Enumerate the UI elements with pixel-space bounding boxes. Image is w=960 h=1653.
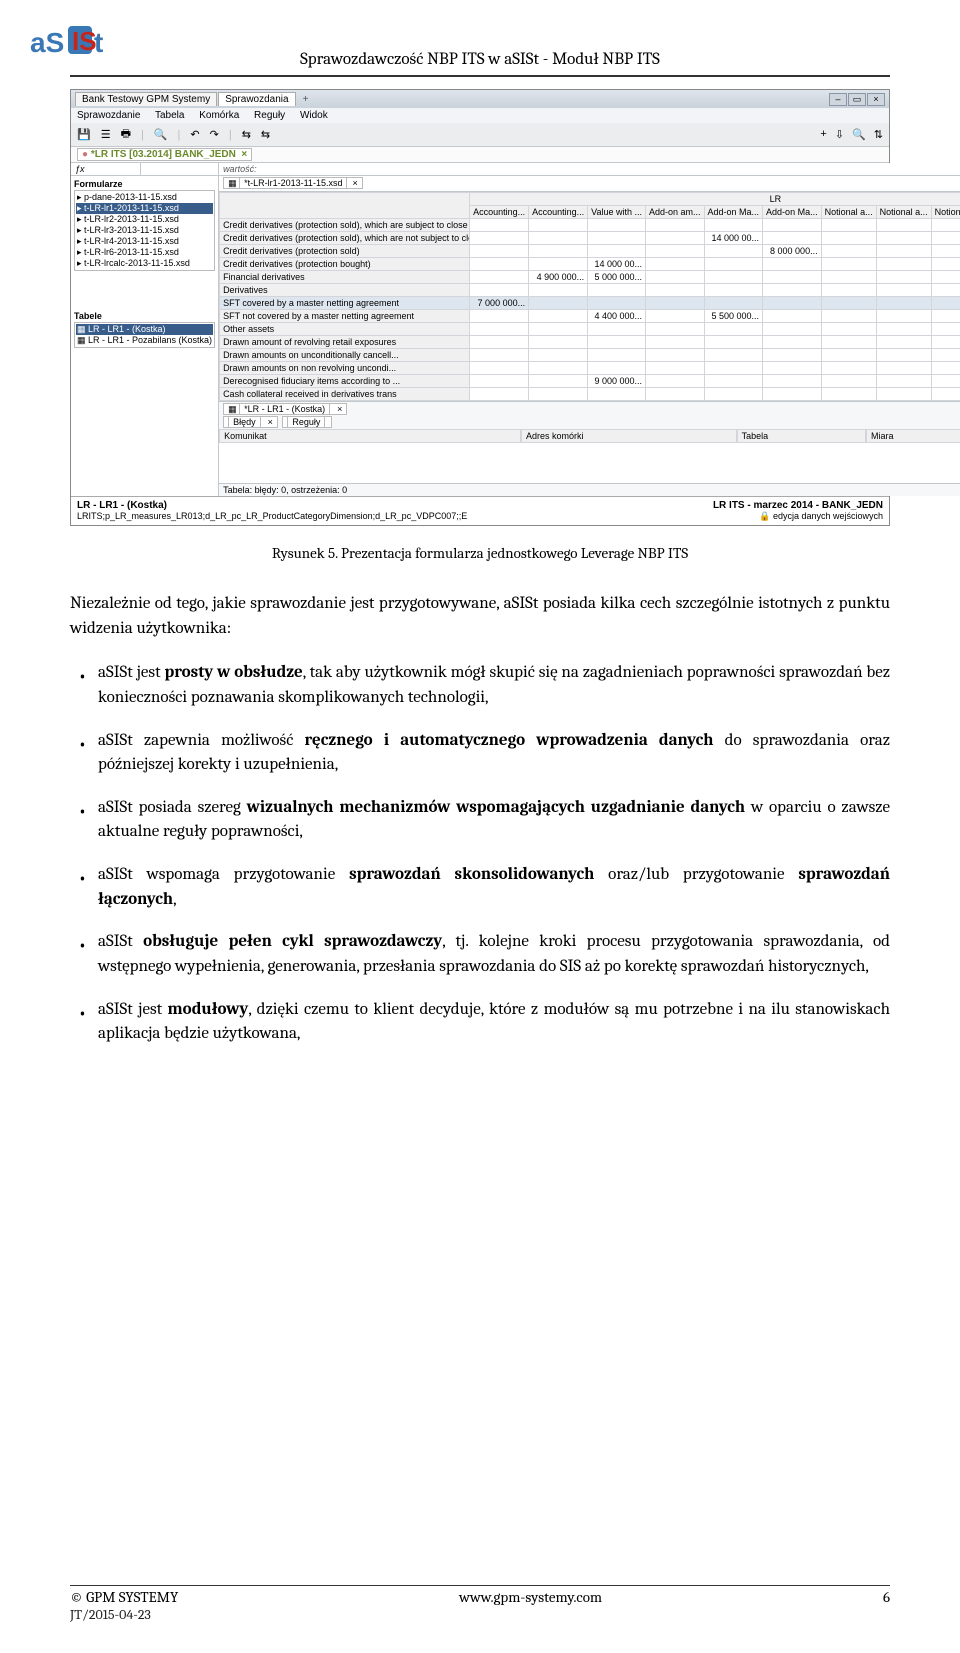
tabele-list: ▦ LR - LR1 - (Kostka)▦ LR - LR1 - Pozabi… bbox=[74, 322, 215, 348]
table-status: Tabela: błędy: 0, ostrzeżenia: 0 bbox=[219, 483, 960, 496]
lower-tab-bar: ▦ *LR - LR1 - (Kostka) × bbox=[219, 402, 960, 417]
close-button[interactable]: × bbox=[867, 93, 885, 106]
wartosc-label: wartość: bbox=[219, 163, 960, 175]
window-tab-1[interactable]: Sprawozdania bbox=[218, 92, 295, 106]
maximize-button[interactable]: ▭ bbox=[848, 93, 866, 106]
intro-paragraph: Niezależnie od tego, jakie sprawozdanie … bbox=[70, 592, 890, 641]
menu-komorka[interactable]: Komórka bbox=[199, 110, 239, 121]
tabele-item[interactable]: ▦ LR - LR1 - Pozabilans (Kostka) bbox=[76, 335, 213, 346]
grid-tab-bar: ▦ *t-LR-lr1-2013-11-15.xsd × bbox=[219, 176, 960, 192]
form-item[interactable]: ▸ t-LR-lr1-2013-11-15.xsd bbox=[76, 203, 213, 214]
menu-widok[interactable]: Widok bbox=[300, 110, 328, 121]
menu-reguly[interactable]: Reguły bbox=[254, 110, 285, 121]
data-grid[interactable]: LRAccounting...Accounting...Value with .… bbox=[219, 192, 960, 401]
window-tab-0[interactable]: Bank Testowy GPM Systemy bbox=[75, 92, 217, 106]
form-item[interactable]: ▸ t-LR-lr6-2013-11-15.xsd bbox=[76, 247, 213, 258]
lower-tab[interactable]: ▦ *LR - LR1 - (Kostka) × bbox=[223, 403, 347, 415]
svg-text:IS: IS bbox=[72, 26, 97, 56]
footer-page-number: 6 bbox=[883, 1588, 890, 1623]
toolbar: 💾 ☰ 🖶 | 🔍 | ↶ ↷ | ⇆ ⇆ + ⇩ 🔍 ⇅ bbox=[71, 123, 889, 147]
msg-col-header[interactable]: Miara bbox=[866, 429, 960, 443]
toolbar-redo-icon[interactable]: ↷ bbox=[210, 128, 219, 141]
tabele-item[interactable]: ▦ LR - LR1 - (Kostka) bbox=[76, 324, 213, 335]
status-right-2: 🔒 edycja danych wejściowych bbox=[713, 511, 883, 522]
toolbar-download-icon[interactable]: ⇩ bbox=[835, 128, 844, 141]
footer-sub: JT/2015-04-23 bbox=[70, 1606, 178, 1623]
status-bar: LR - LR1 - (Kostka) LRITS;p_LR_measures_… bbox=[71, 496, 889, 525]
toolbar-save-icon[interactable]: 💾 bbox=[77, 128, 91, 141]
fx-label: ƒx bbox=[71, 163, 141, 175]
toolbar-bars-icon[interactable]: ☰ bbox=[101, 128, 111, 141]
logo: aS IS t bbox=[30, 20, 140, 69]
msg-col-header[interactable]: Komunikat bbox=[219, 429, 521, 443]
toolbar-search2-icon[interactable]: 🔍 bbox=[852, 128, 866, 141]
page-footer: © GPM SYSTEMY JT/2015-04-23 www.gpm-syst… bbox=[70, 1585, 890, 1623]
formularze-list: ▸ p-dane-2013-11-15.xsd▸ t-LR-lr1-2013-1… bbox=[74, 190, 215, 271]
form-item[interactable]: ▸ t-LR-lrcalc-2013-11-15.xsd bbox=[76, 258, 213, 269]
toolbar-sort-icon[interactable]: ⇅ bbox=[874, 128, 883, 141]
toolbar-swap1-icon[interactable]: ⇆ bbox=[242, 128, 251, 141]
bullet-item: aSISt wspomaga przygotowanie sprawozdań … bbox=[70, 863, 890, 912]
document-tab[interactable]: ● *LR ITS [03.2014] BANK_JEDN × bbox=[77, 148, 252, 161]
toolbar-undo-icon[interactable]: ↶ bbox=[190, 128, 199, 141]
toolbar-swap2-icon[interactable]: ⇆ bbox=[261, 128, 270, 141]
titlebar: Bank Testowy GPM Systemy Sprawozdania + … bbox=[71, 90, 889, 108]
svg-text:aS: aS bbox=[30, 27, 64, 58]
menu-sprawozdanie[interactable]: Sprawozdanie bbox=[77, 110, 140, 121]
form-item[interactable]: ▸ t-LR-lr2-2013-11-15.xsd bbox=[76, 214, 213, 225]
bullet-item: aSISt obsługuje pełen cykl sprawozdawczy… bbox=[70, 930, 890, 979]
document-tab-bar: ● *LR ITS [03.2014] BANK_JEDN × bbox=[71, 147, 889, 163]
form-item[interactable]: ▸ p-dane-2013-11-15.xsd bbox=[76, 192, 213, 203]
bullet-item: aSISt jest modułowy, dzięki czemu to kli… bbox=[70, 998, 890, 1047]
toolbar-print-icon[interactable]: 🖶 bbox=[121, 125, 131, 144]
bullet-list: aSISt jest prosty w obsłudze, tak aby uż… bbox=[70, 661, 890, 1047]
form-item[interactable]: ▸ t-LR-lr4-2013-11-15.xsd bbox=[76, 236, 213, 247]
toolbar-search-icon[interactable]: 🔍 bbox=[154, 128, 168, 141]
toolbar-plus-icon[interactable]: + bbox=[820, 128, 826, 141]
status-left-2: LRITS;p_LR_measures_LR013;d_LR_pc_LR_Pro… bbox=[77, 511, 467, 521]
formularze-label: Formularze bbox=[74, 179, 215, 189]
minimize-button[interactable]: – bbox=[829, 93, 847, 106]
new-tab-button[interactable]: + bbox=[297, 94, 315, 105]
footer-left: © GPM SYSTEMY bbox=[70, 1588, 178, 1606]
status-left-1: LR - LR1 - (Kostka) bbox=[77, 500, 467, 511]
grid-tab[interactable]: ▦ *t-LR-lr1-2013-11-15.xsd × bbox=[223, 177, 363, 189]
status-right-1: LR ITS - marzec 2014 - BANK_JEDN bbox=[713, 500, 883, 511]
form-item[interactable]: ▸ t-LR-lr3-2013-11-15.xsd bbox=[76, 225, 213, 236]
svg-text:t: t bbox=[94, 27, 103, 58]
messages-header: KomunikatAdres komórkiTabelaMiaraWy bbox=[219, 429, 960, 443]
tabele-label: Tabele bbox=[74, 311, 215, 321]
msg-col-header[interactable]: Adres komórki bbox=[521, 429, 737, 443]
footer-center: www.gpm-systemy.com bbox=[178, 1588, 883, 1623]
bledy-tab[interactable]: Błędy × bbox=[223, 416, 278, 428]
reguly-tab[interactable]: Reguły bbox=[282, 416, 332, 428]
menu-bar: Sprawozdanie Tabela Komórka Reguły Widok bbox=[71, 108, 889, 123]
msg-col-header[interactable]: Tabela bbox=[737, 429, 866, 443]
bullet-item: aSISt posiada szereg wizualnych mechaniz… bbox=[70, 796, 890, 845]
figure-caption: Rysunek 5. Prezentacja formularza jednos… bbox=[70, 544, 890, 562]
bullet-item: aSISt jest prosty w obsłudze, tak aby uż… bbox=[70, 661, 890, 710]
messages-area bbox=[219, 443, 960, 483]
page-header: Sprawozdawczość NBP ITS w aSISt - Moduł … bbox=[70, 50, 890, 77]
app-window: Bank Testowy GPM Systemy Sprawozdania + … bbox=[70, 89, 890, 526]
bullet-item: aSISt zapewnia możliwość ręcznego i auto… bbox=[70, 729, 890, 778]
menu-tabela[interactable]: Tabela bbox=[155, 110, 184, 121]
